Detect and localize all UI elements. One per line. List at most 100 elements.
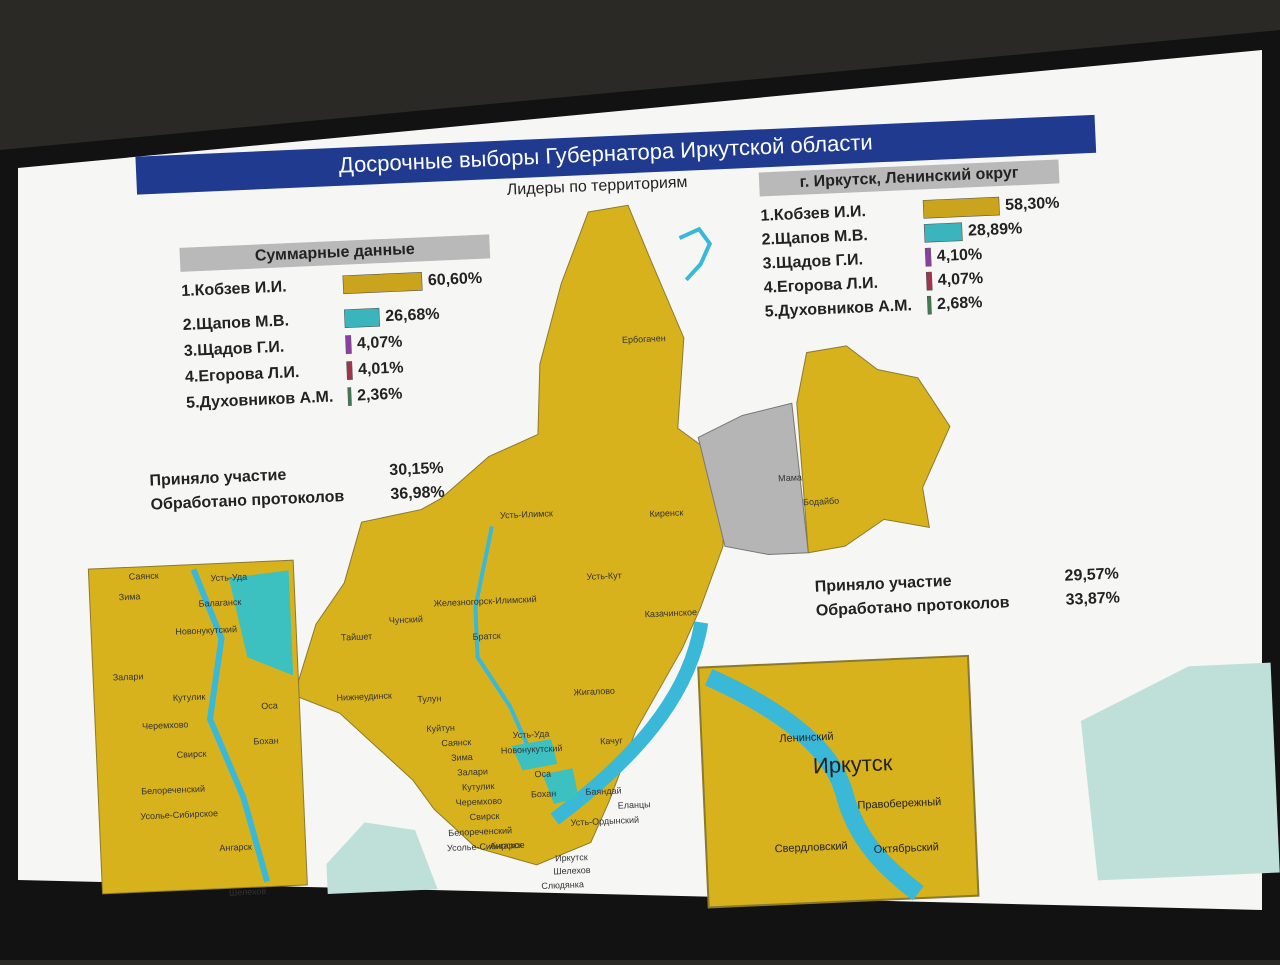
protocols-value: 36,98% bbox=[390, 484, 445, 503]
place-label: Белореченский bbox=[141, 784, 205, 797]
place-label: Бохан bbox=[531, 788, 557, 799]
candidate-percent: 4,07% bbox=[357, 333, 403, 352]
panel-header bbox=[758, 159, 1060, 197]
place-label: Свирск bbox=[176, 749, 206, 760]
land bbox=[326, 822, 438, 895]
turnout-label: Приняло участие bbox=[814, 573, 952, 596]
lake bbox=[678, 226, 713, 282]
place-label: Слюдянка bbox=[541, 879, 584, 891]
candidate-percent: 4,07% bbox=[938, 270, 984, 289]
place-label: Кутулик bbox=[462, 781, 495, 792]
river bbox=[704, 668, 924, 901]
place-label: Черемхово bbox=[142, 719, 189, 731]
place-label: Чунский bbox=[389, 614, 423, 625]
bar bbox=[923, 222, 963, 243]
place-label: Усть-Ордынский bbox=[570, 815, 639, 828]
title-bar bbox=[135, 114, 1097, 195]
candidate-name: 5.Духовников А.М. bbox=[764, 297, 912, 320]
candidate-percent: 58,30% bbox=[1005, 195, 1060, 214]
place-label: Белореченский bbox=[448, 825, 512, 838]
place-label: Саянск bbox=[129, 570, 159, 581]
place-label: Тулун bbox=[417, 693, 441, 704]
place-label: Залари bbox=[113, 671, 144, 682]
place-label: Усть-Кут bbox=[586, 570, 622, 582]
turnout-value: 29,57% bbox=[1064, 565, 1119, 584]
place-label: Мама bbox=[778, 472, 802, 483]
candidate-name: 1.Кобзев И.И. bbox=[760, 203, 866, 225]
place-label: Усолье-Сибирское bbox=[447, 840, 525, 853]
candidate-name: 4.Егорова Л.И. bbox=[763, 275, 878, 297]
place-label: Зима bbox=[451, 752, 473, 763]
place-label: Ангарск bbox=[219, 842, 252, 853]
place-label: Братск bbox=[472, 631, 501, 642]
place-label: Казачинское bbox=[644, 607, 697, 619]
district-label: Октябрьский bbox=[873, 841, 939, 856]
district-label: Правобережный bbox=[857, 796, 941, 812]
river bbox=[473, 526, 534, 756]
panel-title: Суммарные данные bbox=[255, 241, 416, 265]
place-label: Тайшет bbox=[341, 631, 373, 642]
place-label: Саянск bbox=[441, 737, 471, 748]
bar bbox=[924, 247, 932, 267]
place-label: Залари bbox=[457, 766, 488, 777]
place-label: Усолье-Сибирское bbox=[140, 808, 218, 821]
place-label: Усть-Илимск bbox=[500, 508, 553, 520]
place-label: Ербогачен bbox=[622, 333, 666, 345]
district-label: Свердловский bbox=[774, 840, 848, 855]
place-label: Свирск bbox=[469, 811, 499, 822]
place-label: Новонукутский bbox=[501, 743, 563, 756]
place-label: Куйтун bbox=[426, 723, 455, 734]
candidate-percent: 26,68% bbox=[385, 306, 440, 325]
bar bbox=[342, 272, 423, 295]
candidate-name: 2.Щапов М.В. bbox=[182, 312, 289, 334]
place-label: Новонукутский bbox=[175, 624, 237, 637]
candidate-percent: 2,36% bbox=[357, 386, 403, 405]
place-label: Усть-Уда bbox=[512, 729, 549, 741]
candidate-name: 3.Щадов Г.И. bbox=[184, 339, 285, 360]
place-label: Бохан bbox=[253, 735, 279, 746]
turnout-value: 30,15% bbox=[389, 460, 444, 479]
candidate-percent: 2,68% bbox=[937, 294, 983, 313]
slide: Досрочные выборы Губернатора Иркутской о… bbox=[87, 114, 1280, 909]
turnout-label: Приняло участие bbox=[149, 467, 287, 490]
place-label: Усть-Уда bbox=[210, 572, 247, 584]
place-label: Черемхово bbox=[456, 796, 503, 808]
region bbox=[796, 345, 951, 554]
bar bbox=[343, 307, 381, 329]
district-label: Ленинский bbox=[779, 731, 834, 745]
bar bbox=[925, 271, 933, 291]
candidate-name: 3.Щадов Г.И. bbox=[762, 251, 863, 272]
place-label: Зима bbox=[119, 591, 141, 602]
land bbox=[1080, 662, 1280, 881]
region-teal bbox=[511, 739, 558, 771]
candidate-percent: 4,01% bbox=[358, 359, 404, 378]
bar bbox=[345, 335, 352, 355]
candidate-name: 1.Кобзев И.И. bbox=[181, 278, 287, 300]
place-label: Качуг bbox=[600, 735, 624, 746]
bar bbox=[926, 295, 932, 315]
candidate-name: 4.Егорова Л.И. bbox=[185, 364, 300, 386]
candidate-percent: 4,10% bbox=[936, 246, 982, 265]
place-label: Железногорск-Илимский bbox=[433, 594, 536, 608]
place-label: Шелехов bbox=[553, 865, 591, 877]
candidate-name: 5.Духовников А.М. bbox=[186, 389, 334, 412]
place-label: Шелехов bbox=[229, 886, 267, 898]
candidate-name: 2.Щапов М.В. bbox=[761, 227, 868, 249]
place-label: Нижнеудинск bbox=[336, 690, 392, 702]
bar bbox=[346, 361, 353, 380]
river bbox=[190, 568, 271, 883]
place-label: Иркутск bbox=[555, 852, 588, 863]
place-label: Бодайбо bbox=[803, 496, 840, 508]
candidate-percent: 28,89% bbox=[968, 220, 1023, 239]
place-label: Балаганск bbox=[198, 597, 241, 609]
place-label: Ангарск bbox=[489, 840, 522, 851]
place-label: Оса bbox=[261, 700, 278, 711]
place-label: Еланцы bbox=[618, 799, 651, 810]
place-label: Оса bbox=[534, 769, 551, 780]
panel-header bbox=[179, 234, 491, 272]
protocols-value: 33,87% bbox=[1065, 589, 1120, 608]
place-label: Баяндай bbox=[585, 785, 621, 797]
baikal bbox=[550, 621, 709, 825]
candidate-percent: 60,60% bbox=[428, 270, 483, 289]
